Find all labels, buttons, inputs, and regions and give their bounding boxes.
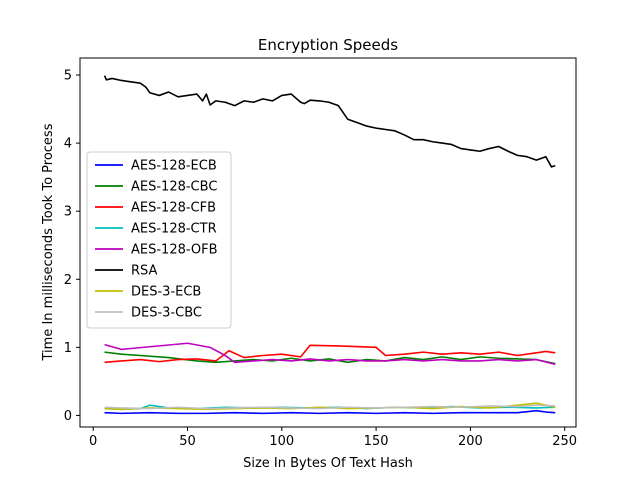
legend-entry-label: RSA [131, 264, 158, 279]
x-tick-label: 100 [269, 434, 294, 449]
y-tick-label: 3 [64, 205, 72, 220]
x-axis-label: Size In Bytes Of Text Hash [243, 456, 413, 471]
series-layer [103, 75, 556, 415]
y-tick-label: 5 [64, 69, 72, 84]
y-tick-label: 1 [64, 341, 72, 356]
x-axis: 0 50 100 150 200 250 [89, 427, 577, 449]
y-axis-label: Time In milliseconds Took To Process [41, 123, 56, 361]
series-line-rsa [103, 75, 556, 168]
x-tick-label: 250 [552, 434, 577, 449]
legend-entry-label: DES-3-CBC [131, 306, 202, 321]
legend-entry-label: AES-128-CBC [131, 180, 217, 195]
legend-entry-label: AES-128-OFB [131, 243, 218, 258]
legend-entry-label: AES-128-ECB [131, 159, 217, 174]
legend-entry-label: AES-128-CFB [131, 201, 216, 216]
y-tick-label: 0 [64, 409, 72, 424]
series-line-aes-128-ecb [104, 409, 556, 415]
x-tick-label: 0 [89, 434, 97, 449]
x-tick-label: 150 [364, 434, 389, 449]
x-tick-label: 200 [458, 434, 483, 449]
legend-entry-label: DES-3-ECB [131, 285, 201, 300]
y-tick-label: 4 [64, 137, 72, 152]
legend: AES-128-ECB AES-128-CBC AES-128-CFB AES-128… [86, 151, 232, 329]
plot-frame [79, 57, 577, 428]
legend-entry-label: AES-128-CTR [131, 222, 217, 237]
x-tick-label: 50 [179, 434, 196, 449]
y-tick-label: 2 [64, 273, 72, 288]
series-line-aes-128-cfb [104, 344, 556, 364]
legend-frame [86, 151, 232, 329]
y-axis: 0 1 2 3 4 5 [64, 69, 80, 424]
series-line-aes-128-ofb [104, 342, 556, 366]
series-line-des-3-cbc [104, 404, 556, 410]
chart-title: Encryption Speeds [258, 36, 398, 54]
